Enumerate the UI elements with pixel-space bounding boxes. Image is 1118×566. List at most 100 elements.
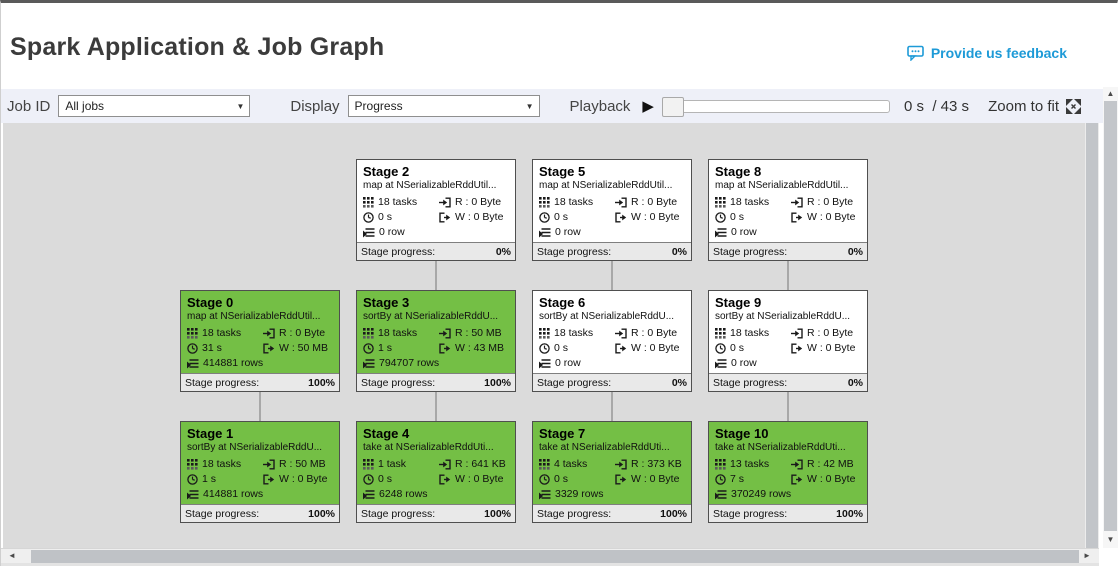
stage-card-body: Stage 8 map at NSerializableRddUtil... 1… <box>709 160 867 242</box>
playback-slider-thumb[interactable] <box>661 96 684 117</box>
rows-icon <box>539 358 551 368</box>
stage-card-body: Stage 5 map at NSerializableRddUtil... 1… <box>533 160 691 242</box>
stage-progress-bar: Stage progress: 0% <box>709 242 867 260</box>
duration-stat: 31 s <box>187 342 263 354</box>
graph-canvas[interactable]: Stage 2 map at NSerializableRddUtil... 1… <box>3 123 1085 548</box>
stage-card-stage-3[interactable]: Stage 3 sortBy at NSerializableRddU... 1… <box>356 290 516 392</box>
rows-value: 0 row <box>731 357 757 369</box>
connector-stage-5-stage-6 <box>611 261 613 290</box>
stage-subtitle: take at NSerializableRddUti... <box>715 442 846 453</box>
stage-card-stage-1[interactable]: Stage 1 sortBy at NSerializableRddU... 1… <box>180 421 340 523</box>
stage-card-body: Stage 1 sortBy at NSerializableRddU... 1… <box>181 422 339 504</box>
stage-card-stage-4[interactable]: Stage 4 take at NSerializableRddUti... 1… <box>356 421 516 523</box>
display-select[interactable]: Progress ▼ <box>347 95 540 117</box>
stage-subtitle: take at NSerializableRddUti... <box>363 442 494 453</box>
canvas-vertical-scrollbar[interactable] <box>1085 123 1099 548</box>
rows-icon <box>363 358 375 368</box>
rows-stat: 6248 rows <box>363 488 509 500</box>
clock-icon <box>363 211 374 223</box>
page-vertical-scrollbar-thumb[interactable] <box>1104 101 1117 531</box>
stage-progress-bar: Stage progress: 100% <box>709 504 867 522</box>
read-stat: R : 50 MB <box>263 458 333 470</box>
read-input-icon <box>439 459 451 469</box>
read-stat: R : 0 Byte <box>791 196 861 208</box>
write-value: W : 0 Byte <box>631 211 680 223</box>
stage-card-stage-8[interactable]: Stage 8 map at NSerializableRddUtil... 1… <box>708 159 868 261</box>
feedback-link[interactable]: Provide us feedback <box>907 45 1067 61</box>
stage-progress-bar: Stage progress: 0% <box>357 242 515 260</box>
stage-card-stage-2[interactable]: Stage 2 map at NSerializableRddUtil... 1… <box>356 159 516 261</box>
duration-value: 0 s <box>554 211 569 223</box>
read-value: R : 50 MB <box>279 458 326 470</box>
stage-card-stage-0[interactable]: Stage 0 map at NSerializableRddUtil... 1… <box>180 290 340 392</box>
stage-card-stage-9[interactable]: Stage 9 sortBy at NSerializableRddU... 1… <box>708 290 868 392</box>
rows-icon <box>539 227 551 237</box>
stage-subtitle: sortBy at NSerializableRddU... <box>715 311 851 322</box>
scroll-left-arrow[interactable]: ◄ <box>8 551 16 560</box>
duration-stat: 0 s <box>715 342 791 354</box>
tasks-grid-icon <box>363 196 374 208</box>
canvas-horizontal-scrollbar-thumb[interactable] <box>31 550 1079 563</box>
connector-stage-8-stage-9 <box>787 261 789 290</box>
rows-value: 794707 rows <box>379 357 440 369</box>
zoom-to-fit-button[interactable]: Zoom to fit <box>988 98 1081 115</box>
tasks-stat: 18 tasks <box>715 327 791 339</box>
read-stat: R : 0 Byte <box>439 196 509 208</box>
tasks-grid-icon <box>539 458 550 470</box>
stage-progress-bar: Stage progress: 0% <box>533 373 691 391</box>
page-vertical-scrollbar[interactable]: ▲ ▼ <box>1103 87 1118 563</box>
stage-progress-value: 100% <box>308 507 335 520</box>
stage-card-stage-10[interactable]: Stage 10 take at NSerializableRddUti... … <box>708 421 868 523</box>
write-output-icon <box>263 343 275 353</box>
read-value: R : 0 Byte <box>807 196 854 208</box>
stage-card-stage-7[interactable]: Stage 7 take at NSerializableRddUti... 4… <box>532 421 692 523</box>
duration-value: 7 s <box>730 473 745 485</box>
read-input-icon <box>615 328 627 338</box>
stage-title: Stage 4 <box>363 426 410 441</box>
read-stat: R : 42 MB <box>791 458 861 470</box>
zoom-to-fit-icon <box>1066 98 1081 114</box>
page-title: Spark Application & Job Graph <box>10 33 385 61</box>
stage-progress-value: 0% <box>671 376 687 389</box>
rows-value: 0 row <box>555 226 581 238</box>
stage-title: Stage 0 <box>187 295 234 310</box>
stage-progress-value: 100% <box>660 507 687 520</box>
canvas-vertical-scrollbar-thumb[interactable] <box>1086 123 1098 548</box>
stage-card-stage-6[interactable]: Stage 6 sortBy at NSerializableRddU... 1… <box>532 290 692 392</box>
clock-icon <box>363 473 374 485</box>
stage-progress-bar: Stage progress: 100% <box>357 504 515 522</box>
stage-progress-value: 0% <box>847 245 863 258</box>
stage-card-stage-5[interactable]: Stage 5 map at NSerializableRddUtil... 1… <box>532 159 692 261</box>
scroll-right-arrow[interactable]: ► <box>1083 551 1091 560</box>
stage-subtitle: take at NSerializableRddUti... <box>539 442 670 453</box>
read-input-icon <box>791 197 803 207</box>
read-value: R : 0 Byte <box>279 327 326 339</box>
stage-card-body: Stage 3 sortBy at NSerializableRddU... 1… <box>357 291 515 373</box>
canvas-horizontal-scrollbar[interactable]: ◄ ► <box>1 548 1099 563</box>
zoom-to-fit-label: Zoom to fit <box>988 97 1059 115</box>
tasks-grid-icon <box>539 327 550 339</box>
chevron-down-icon: ▼ <box>525 102 534 111</box>
rows-stat: 794707 rows <box>363 357 509 369</box>
feedback-bubble-icon <box>907 45 924 61</box>
write-value: W : 0 Byte <box>807 211 856 223</box>
write-stat: W : 0 Byte <box>439 211 509 223</box>
scroll-down-arrow[interactable]: ▼ <box>1106 535 1115 544</box>
write-stat: W : 0 Byte <box>263 473 333 485</box>
duration-value: 31 s <box>202 342 222 354</box>
play-button[interactable]: ▶ <box>642 97 654 115</box>
write-output-icon <box>615 343 627 353</box>
tasks-stat: 18 tasks <box>363 327 439 339</box>
rows-icon <box>363 227 375 237</box>
rows-icon <box>715 489 727 499</box>
rows-stat: 3329 rows <box>539 488 685 500</box>
stage-progress-label: Stage progress: <box>537 507 612 520</box>
playback-slider-track[interactable] <box>661 96 890 117</box>
read-stat: R : 0 Byte <box>263 327 333 339</box>
stage-title: Stage 7 <box>539 426 586 441</box>
duration-value: 1 s <box>202 473 217 485</box>
job-id-select[interactable]: All jobs ▼ <box>58 95 251 117</box>
scroll-up-arrow[interactable]: ▲ <box>1106 89 1115 98</box>
duration-value: 0 s <box>554 342 569 354</box>
tasks-stat: 18 tasks <box>539 196 615 208</box>
